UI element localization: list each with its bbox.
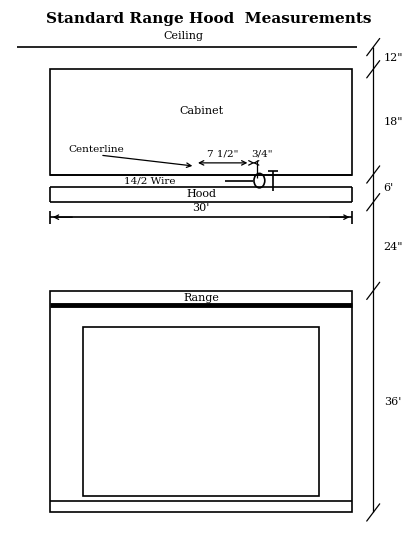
- Text: 3/4": 3/4": [251, 150, 273, 158]
- Text: 12": 12": [384, 53, 403, 63]
- Text: 30': 30': [193, 203, 210, 213]
- Text: Cabinet: Cabinet: [179, 106, 223, 116]
- Text: 6': 6': [384, 183, 394, 193]
- Text: 24": 24": [384, 242, 403, 252]
- Text: Centerline: Centerline: [69, 145, 125, 154]
- Text: Range: Range: [183, 293, 219, 303]
- Text: 7 1/2": 7 1/2": [207, 150, 239, 158]
- Text: 18": 18": [384, 117, 403, 127]
- Text: Hood: Hood: [186, 189, 216, 199]
- Text: Standard Range Hood  Measurements: Standard Range Hood Measurements: [46, 12, 371, 27]
- Text: 36': 36': [384, 397, 401, 407]
- Text: Ceiling: Ceiling: [163, 31, 203, 41]
- Text: 14/2 Wire: 14/2 Wire: [124, 176, 176, 185]
